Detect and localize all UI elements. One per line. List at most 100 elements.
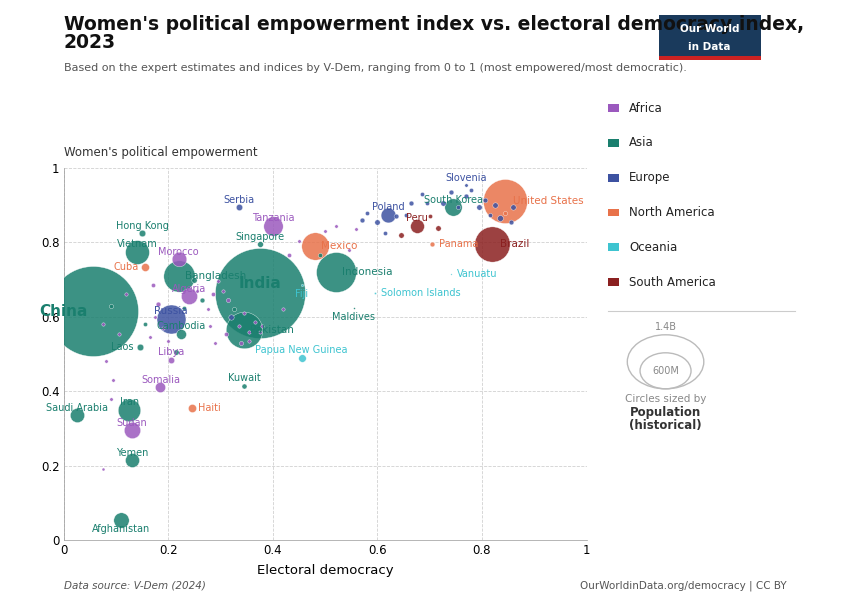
Point bbox=[253, 288, 267, 298]
Point bbox=[208, 338, 222, 347]
Point bbox=[242, 336, 256, 346]
Text: China: China bbox=[39, 304, 88, 319]
Text: Afghanistan: Afghanistan bbox=[92, 524, 150, 534]
Point bbox=[183, 292, 196, 301]
Point bbox=[138, 319, 151, 329]
Text: Saudi Arabia: Saudi Arabia bbox=[46, 403, 108, 413]
Point bbox=[188, 275, 201, 284]
Text: Poland: Poland bbox=[371, 202, 404, 212]
Text: Women's political empowerment index vs. electoral democracy index,: Women's political empowerment index vs. … bbox=[64, 15, 804, 34]
Point bbox=[426, 239, 439, 249]
Point bbox=[422, 212, 437, 221]
Point bbox=[253, 327, 267, 337]
Point bbox=[308, 241, 321, 251]
Point bbox=[130, 247, 144, 257]
Text: Pakistan: Pakistan bbox=[251, 325, 294, 335]
Text: Brazil: Brazil bbox=[501, 239, 530, 249]
Point bbox=[483, 209, 496, 219]
Point bbox=[394, 230, 408, 240]
Point bbox=[460, 191, 473, 200]
Point bbox=[190, 286, 204, 296]
Text: Tanzania: Tanzania bbox=[252, 213, 294, 223]
Text: Singapore: Singapore bbox=[235, 232, 285, 242]
Text: Women's political empowerment: Women's political empowerment bbox=[64, 146, 258, 159]
Text: Sudan: Sudan bbox=[116, 418, 147, 428]
Point bbox=[217, 286, 230, 296]
Point bbox=[276, 305, 290, 314]
Point bbox=[313, 251, 326, 260]
Text: Circles sized by: Circles sized by bbox=[625, 394, 706, 404]
Point bbox=[473, 202, 486, 212]
Text: Our World: Our World bbox=[680, 23, 740, 34]
Point bbox=[164, 314, 178, 323]
Text: OurWorldinData.org/democracy | CC BY: OurWorldinData.org/democracy | CC BY bbox=[580, 581, 786, 591]
Point bbox=[485, 239, 499, 249]
Point bbox=[465, 185, 479, 195]
Point bbox=[405, 199, 418, 208]
Text: Panama: Panama bbox=[439, 239, 478, 249]
Point bbox=[196, 295, 209, 305]
Point bbox=[247, 317, 261, 327]
Point bbox=[460, 180, 473, 190]
Point bbox=[138, 262, 151, 271]
Point bbox=[237, 381, 251, 391]
Point bbox=[420, 199, 434, 208]
Text: Serbia: Serbia bbox=[224, 194, 254, 205]
Point bbox=[143, 332, 156, 342]
Point bbox=[371, 217, 384, 227]
Text: Bangladesh: Bangladesh bbox=[185, 271, 246, 281]
Point bbox=[104, 394, 117, 403]
Point bbox=[378, 228, 392, 238]
Point bbox=[96, 464, 110, 474]
Text: Kuwait: Kuwait bbox=[228, 373, 260, 383]
Text: 2023: 2023 bbox=[64, 33, 116, 52]
Point bbox=[360, 208, 374, 217]
Point bbox=[256, 322, 269, 331]
Point bbox=[177, 302, 190, 312]
Point bbox=[499, 197, 513, 206]
Text: 600M: 600M bbox=[652, 366, 679, 376]
Point bbox=[122, 405, 136, 415]
Point bbox=[281, 251, 295, 260]
Point bbox=[444, 269, 457, 279]
Text: Data source: V-Dem (2024): Data source: V-Dem (2024) bbox=[64, 581, 206, 591]
Point bbox=[227, 305, 241, 314]
Point bbox=[292, 236, 306, 245]
Text: Vietnam: Vietnam bbox=[116, 239, 157, 249]
Point bbox=[164, 355, 178, 364]
Point bbox=[149, 312, 162, 322]
Point bbox=[211, 277, 224, 286]
Text: Europe: Europe bbox=[629, 171, 671, 184]
Text: Peru: Peru bbox=[405, 213, 428, 223]
Text: Cuba: Cuba bbox=[113, 262, 139, 272]
Point bbox=[329, 221, 343, 230]
Text: Indonesia: Indonesia bbox=[342, 267, 393, 277]
Text: North America: North America bbox=[629, 206, 715, 219]
Text: Algeria: Algeria bbox=[172, 284, 207, 294]
Point bbox=[232, 202, 246, 212]
Point bbox=[444, 187, 457, 197]
Point bbox=[368, 288, 382, 298]
Text: Africa: Africa bbox=[629, 101, 663, 115]
Text: Somalia: Somalia bbox=[141, 375, 180, 385]
Point bbox=[504, 217, 518, 227]
Point bbox=[436, 199, 450, 208]
Point bbox=[146, 280, 160, 290]
Point bbox=[400, 209, 413, 219]
Text: Papua New Guinea: Papua New Guinea bbox=[255, 345, 348, 355]
Point bbox=[347, 302, 360, 312]
Text: Hong Kong: Hong Kong bbox=[116, 221, 168, 230]
Point bbox=[151, 299, 165, 308]
Point bbox=[112, 329, 126, 338]
Text: Asia: Asia bbox=[629, 136, 654, 149]
Point bbox=[349, 224, 363, 234]
Text: Mexico: Mexico bbox=[321, 241, 357, 251]
Point bbox=[203, 322, 217, 331]
Point bbox=[389, 212, 403, 221]
Point bbox=[185, 403, 199, 413]
Point bbox=[355, 215, 369, 225]
Point bbox=[172, 254, 185, 264]
Point bbox=[446, 202, 460, 212]
Point bbox=[499, 208, 513, 217]
Point bbox=[242, 327, 256, 337]
